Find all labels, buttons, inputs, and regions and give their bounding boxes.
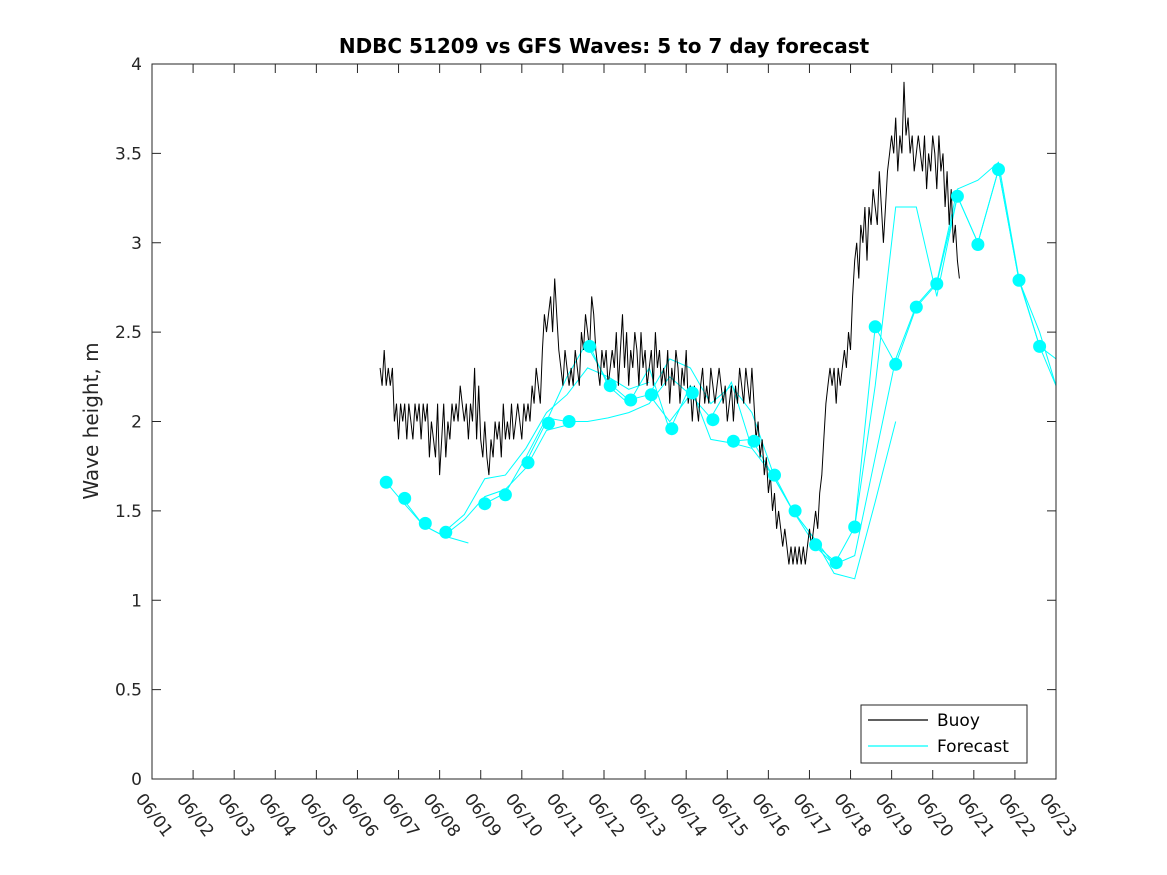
forecast-marker: [788, 504, 802, 518]
y-tick-label: 3: [131, 234, 142, 254]
forecast-marker: [950, 189, 964, 203]
plot-area: [379, 81, 1057, 580]
forecast-marker: [398, 491, 412, 505]
forecast-marker: [1033, 339, 1047, 353]
forecast-marker: [478, 497, 492, 511]
forecast-marker: [992, 163, 1005, 176]
forecast-run-line-2: [402, 424, 568, 537]
forecast-marker: [889, 357, 903, 371]
forecast-marker: [809, 538, 823, 552]
forecast-marker: [768, 468, 781, 482]
forecast-marker: [542, 416, 555, 430]
legend-buoy-label: Buoy: [937, 711, 980, 731]
forecast-marker: [909, 300, 923, 314]
forecast-marker: [747, 434, 761, 448]
forecast-marker: [930, 277, 944, 291]
forecast-marker: [665, 422, 679, 436]
legend-forecast-label: Forecast: [937, 737, 1009, 757]
y-tick-label: 1: [131, 591, 142, 611]
forecast-marker: [583, 339, 597, 353]
y-tick-label: 1.5: [115, 502, 142, 522]
forecast-run-line-5: [525, 340, 753, 463]
chart-title: NDBC 51209 vs GFS Waves: 5 to 7 day fore…: [339, 34, 870, 58]
forecast-marker: [848, 520, 862, 534]
forecast-marker: [379, 475, 393, 489]
forecast-marker: [439, 525, 453, 539]
forecast-marker: [603, 379, 617, 393]
y-tick-label: 2.5: [115, 323, 142, 343]
forecast-marker: [498, 488, 512, 502]
forecast-marker: [685, 386, 699, 400]
forecast-marker: [829, 556, 843, 570]
legend-box: [860, 704, 1028, 764]
forecast-marker: [644, 388, 658, 402]
forecast-marker: [418, 516, 432, 530]
forecast-marker: [726, 434, 740, 448]
forecast-marker: [562, 415, 576, 428]
forecast-marker: [624, 393, 638, 407]
buoy-line: [379, 81, 960, 565]
y-axis-label: Wave height, m: [79, 342, 103, 499]
y-tick-label: 2: [131, 413, 142, 433]
legend: Buoy Forecast: [860, 704, 1028, 764]
forecast-marker: [706, 413, 720, 427]
y-tick-label: 0: [131, 770, 142, 790]
y-tick-label: 4: [131, 55, 142, 75]
forecast-marker: [971, 238, 985, 251]
y-tick-label: 0.5: [115, 681, 142, 701]
forecast-marker: [1012, 273, 1026, 287]
y-tick-label: 3.5: [115, 144, 142, 164]
forecast-marker: [521, 456, 535, 470]
forecast-marker: [868, 320, 882, 334]
forecast-run-line-3: [443, 367, 650, 533]
